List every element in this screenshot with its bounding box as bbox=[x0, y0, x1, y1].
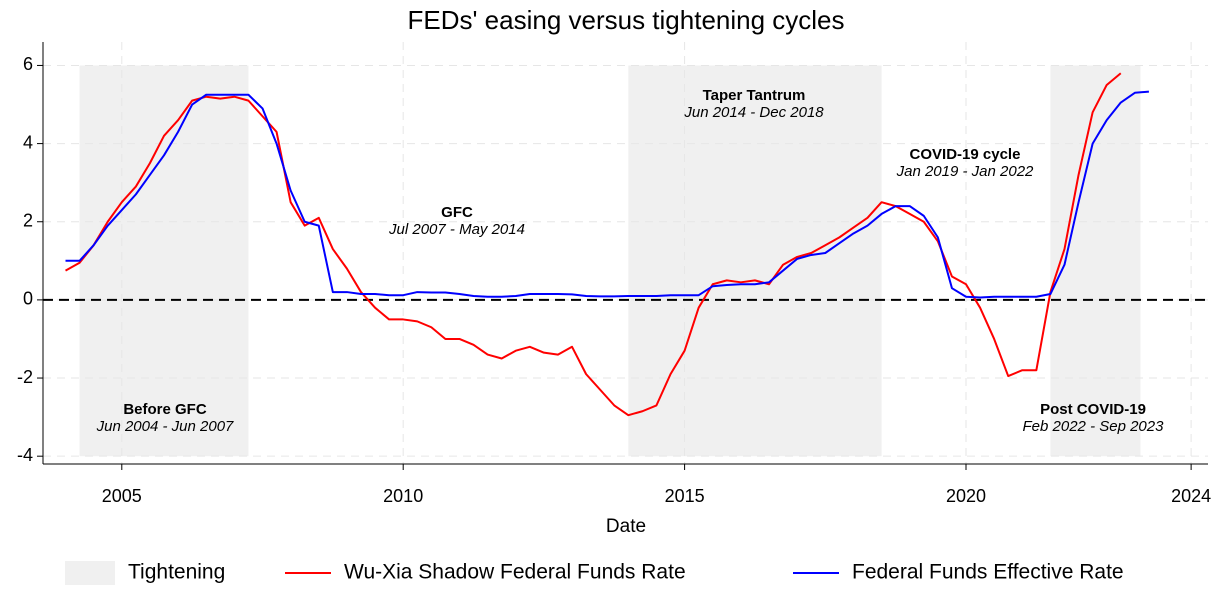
y-tick-label: 4 bbox=[23, 132, 33, 152]
y-tick-label: 6 bbox=[23, 54, 33, 74]
chart-title: FEDs' easing versus tightening cycles bbox=[407, 5, 844, 35]
annotation-title: COVID-19 cycle bbox=[910, 146, 1021, 163]
annotation-subtitle: Feb 2022 - Sep 2023 bbox=[1023, 418, 1165, 435]
y-tick-label: -2 bbox=[17, 367, 33, 387]
annotation-subtitle: Jan 2019 - Jan 2022 bbox=[896, 163, 1034, 180]
x-axis-label: Date bbox=[606, 516, 646, 537]
tightening-shade bbox=[79, 65, 249, 457]
series-line bbox=[65, 72, 1122, 417]
annotation-subtitle: Jun 2014 - Dec 2018 bbox=[683, 104, 824, 121]
x-tick-label: 2020 bbox=[946, 486, 986, 506]
legend-label: Tightening bbox=[128, 561, 225, 584]
tightening-shade bbox=[1050, 65, 1141, 457]
annotation-title: GFC bbox=[441, 204, 473, 221]
grid bbox=[43, 42, 1208, 464]
axes: -4 -2 0 2 4 6 2005 2010 2015 2020 2024 bbox=[17, 42, 1211, 506]
legend-label: Wu-Xia Shadow Federal Funds Rate bbox=[344, 561, 686, 584]
annotation-title: Before GFC bbox=[123, 401, 207, 418]
annotation-subtitle: Jul 2007 - May 2014 bbox=[388, 221, 525, 238]
shades bbox=[79, 65, 1141, 457]
annotation-title: Post COVID-19 bbox=[1040, 401, 1146, 418]
x-tick-label: 2005 bbox=[102, 486, 142, 506]
y-tick-label: 0 bbox=[23, 289, 33, 309]
y-tick-label: 2 bbox=[23, 210, 33, 230]
legend-label: Federal Funds Effective Rate bbox=[852, 561, 1124, 584]
tightening-shade bbox=[628, 65, 882, 457]
series-line bbox=[65, 90, 1149, 299]
annotation-title: Taper Tantrum bbox=[703, 87, 806, 104]
y-tick-label: -4 bbox=[17, 445, 33, 465]
x-tick-label: 2015 bbox=[665, 486, 705, 506]
legend-swatch bbox=[65, 561, 115, 585]
annotation-subtitle: Jun 2004 - Jun 2007 bbox=[96, 418, 234, 435]
legend: Tightening Wu-Xia Shadow Federal Funds Ra… bbox=[65, 561, 1124, 585]
x-tick-label: 2024 bbox=[1171, 486, 1211, 506]
x-tick-label: 2010 bbox=[383, 486, 423, 506]
